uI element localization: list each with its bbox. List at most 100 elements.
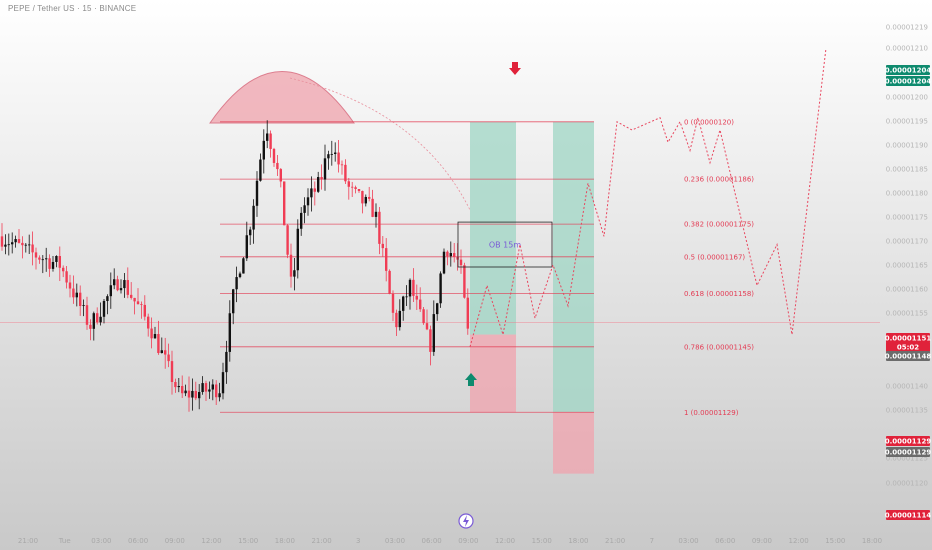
- candle-body: [419, 299, 422, 310]
- candle-body: [184, 390, 187, 394]
- time-tick-label: 12:00: [495, 537, 515, 545]
- candle-body: [228, 313, 231, 352]
- candle-body: [381, 243, 384, 249]
- dome-arc: [289, 77, 471, 211]
- candle-body: [126, 280, 129, 295]
- candlestick-series: [0, 120, 469, 412]
- candle-body: [92, 313, 95, 329]
- time-tick-label: 12:00: [789, 537, 809, 545]
- candle-body: [181, 386, 184, 394]
- price-tick-label: 0.00001165: [886, 262, 928, 270]
- candle-body: [255, 180, 259, 206]
- candle-body: [208, 389, 211, 392]
- fib-label: 0.618 (0.00001158): [684, 290, 754, 298]
- candle-body: [89, 324, 92, 329]
- projection-path: [469, 48, 827, 347]
- price-tick-label: 0.00001185: [886, 166, 928, 174]
- candle-body: [38, 257, 41, 260]
- candle-body: [0, 236, 4, 247]
- candle-body: [48, 258, 51, 269]
- price-tick-label: 0.00001160: [886, 286, 928, 294]
- candle-body: [51, 261, 55, 269]
- candle-body: [11, 242, 14, 245]
- price-tick-label: 0.00001219: [886, 24, 928, 32]
- price-tick-label: 0.00001155: [886, 310, 928, 318]
- price-tick-label: 0.00001195: [886, 118, 928, 126]
- trade-zones: [470, 121, 594, 474]
- candle-body: [123, 280, 126, 289]
- candle-body: [453, 253, 456, 257]
- long-stop-zone: [470, 334, 516, 413]
- candle-body: [201, 383, 204, 393]
- candle-body: [296, 228, 299, 271]
- sell-arrow-icon: [509, 62, 521, 75]
- price-badge-label: 0.00001204: [885, 67, 932, 75]
- time-tick-label: 21:00: [311, 537, 331, 545]
- price-badges: 0.000012040.000012040.0000115105:020.000…: [885, 65, 932, 520]
- time-tick-label: 18:00: [862, 537, 882, 545]
- candle-body: [286, 225, 289, 255]
- candle-body: [340, 164, 344, 166]
- candle-body: [283, 181, 286, 226]
- candle-body: [7, 244, 10, 246]
- candle-body: [218, 393, 221, 398]
- candle-body: [262, 140, 265, 160]
- second-target-zone: [553, 121, 594, 413]
- candle-body: [85, 305, 89, 325]
- price-badge: [886, 510, 930, 520]
- candle-body: [361, 190, 364, 204]
- candle-body: [45, 258, 48, 260]
- candle-body: [425, 323, 429, 330]
- price-badge: [886, 351, 930, 361]
- candle-body: [337, 152, 340, 165]
- candle-body: [68, 282, 72, 289]
- candle-body: [119, 288, 123, 291]
- candle-body: [306, 197, 310, 206]
- time-tick-label: 15:00: [825, 537, 845, 545]
- long-target-zone: [470, 121, 516, 335]
- candle-body: [191, 390, 194, 398]
- time-tick-label: 03:00: [385, 537, 405, 545]
- replay-icon[interactable]: [458, 513, 474, 529]
- candle-body: [198, 392, 201, 399]
- candle-body: [242, 258, 245, 274]
- candle-body: [160, 350, 163, 354]
- price-tick-label: 0.00001125: [886, 455, 928, 463]
- candle-body: [313, 188, 316, 192]
- candle-body: [130, 294, 133, 298]
- time-tick-label: 15:00: [532, 537, 552, 545]
- time-tick-label: 09:00: [165, 537, 185, 545]
- projection-dotted-line: [469, 48, 827, 347]
- candle-body: [215, 384, 218, 398]
- candle-body: [310, 188, 313, 198]
- candle-body: [170, 361, 174, 382]
- symbol-header: PEPE / Tether US · 15 · BINANCE: [8, 4, 137, 13]
- candle-body: [140, 304, 143, 306]
- candle-body: [415, 295, 418, 300]
- candle-body: [157, 334, 160, 354]
- fib-label: 0.236 (0.00001186): [684, 176, 754, 184]
- time-tick-label: 06:00: [422, 537, 442, 545]
- price-axis[interactable]: 0.00001219 0.00001210 0.00001200 0.00001195…: [886, 24, 928, 488]
- price-tick-label: 0.00001180: [886, 190, 928, 198]
- candle-body: [164, 350, 167, 355]
- candle-body: [456, 256, 459, 260]
- candle-body: [235, 277, 238, 290]
- time-axis[interactable]: 21:00 Tue 03:00 06:00 09:00 12:00 15:00 18:00 21…: [18, 537, 882, 545]
- candle-body: [238, 273, 242, 278]
- candle-body: [300, 212, 303, 229]
- candle-body: [225, 351, 228, 373]
- candle-body: [187, 390, 191, 398]
- candle-body: [211, 384, 214, 390]
- candle-body: [323, 158, 327, 180]
- candle-body: [136, 301, 140, 305]
- candle-body: [174, 381, 177, 388]
- candle-body: [4, 244, 7, 247]
- candle-body: [109, 285, 112, 297]
- candle-body: [289, 254, 293, 277]
- candle-body: [143, 304, 146, 317]
- candle-body: [269, 133, 272, 149]
- candle-body: [436, 303, 439, 315]
- price-badge: [886, 333, 930, 343]
